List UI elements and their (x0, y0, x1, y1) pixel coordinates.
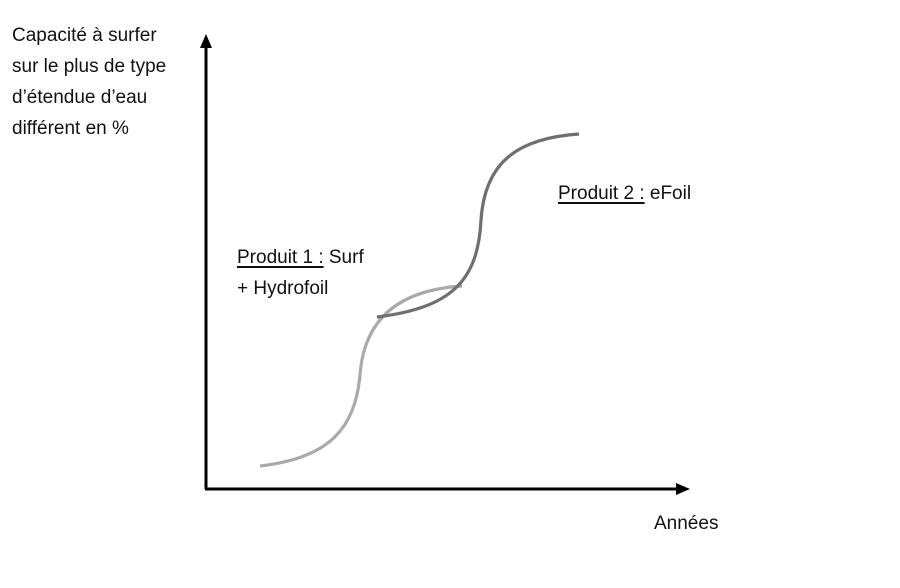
curve-label-produit-1-suffix: Surf (323, 247, 364, 268)
y-axis-label: Capacité à surfer sur le plus de type d’… (12, 20, 166, 144)
curve-label-produit-2-name: Produit 2 : (558, 183, 645, 204)
y-axis-label-line: sur le plus de type (12, 56, 167, 77)
y-axis-label-line: d’étendue d’eau (12, 87, 148, 108)
curve-produit-1 (259, 284, 463, 468)
curve-produit-2 (376, 132, 580, 319)
curve-label-produit-2: Produit 2 : eFoil (558, 178, 691, 209)
x-axis-arrowhead (676, 483, 690, 495)
curve-label-produit-1-line2: + Hydrofoil (237, 278, 329, 299)
x-axis-label: Années (654, 513, 719, 534)
curve-label-produit-2-suffix: eFoil (644, 183, 692, 204)
curve-label-produit-1: Produit 1 : Surf + Hydrofoil (237, 242, 364, 304)
curve-label-produit-1-name: Produit 1 : (237, 247, 324, 268)
y-axis-label-line: différent en % (12, 118, 129, 139)
y-axis-arrowhead (200, 34, 212, 48)
y-axis-label-line: Capacité à surfer (12, 25, 157, 46)
